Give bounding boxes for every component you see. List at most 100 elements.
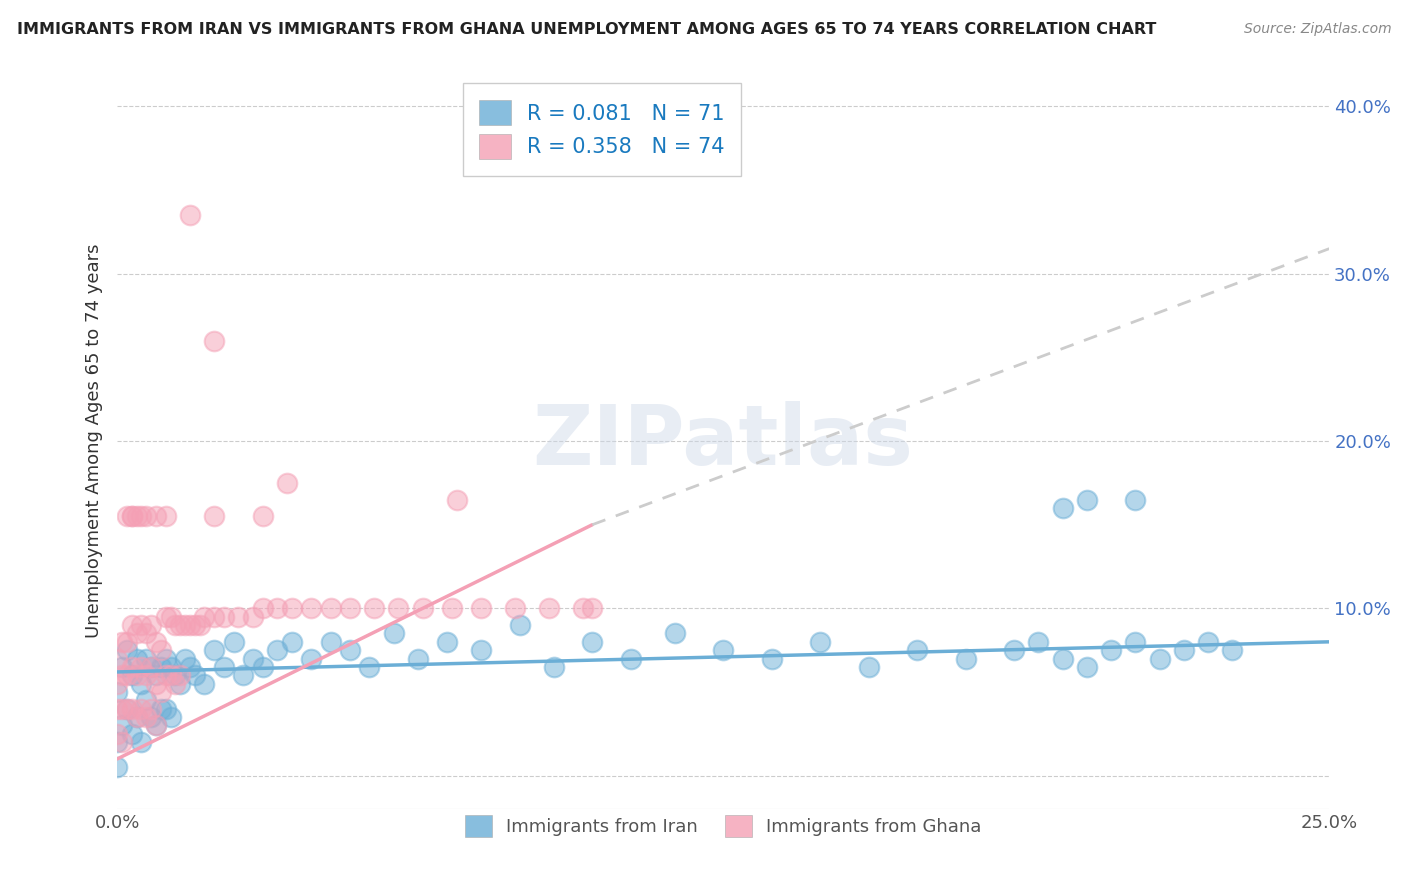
Point: [165, 676, 187, 690]
Point: [339, 601, 361, 615]
Point: [135, 509, 157, 524]
Point: [145, 718, 167, 732]
Point: [1076, 660, 1098, 674]
Point: [115, 509, 138, 524]
Point: [252, 660, 274, 674]
Point: [440, 601, 463, 615]
Point: [131, 509, 153, 524]
Point: [184, 618, 207, 632]
Text: ZIPatlas: ZIPatlas: [533, 401, 914, 482]
Point: [761, 651, 783, 665]
Point: [145, 509, 167, 524]
Point: [174, 618, 197, 632]
Point: [174, 651, 197, 665]
Point: [179, 660, 201, 674]
Point: [121, 702, 143, 716]
Point: [319, 635, 342, 649]
Point: [446, 492, 468, 507]
Point: [131, 676, 153, 690]
Point: [412, 601, 434, 615]
Point: [470, 601, 492, 615]
Point: [145, 668, 167, 682]
Point: [115, 635, 138, 649]
Point: [202, 643, 225, 657]
Point: [252, 601, 274, 615]
Point: [339, 643, 361, 657]
Point: [105, 735, 128, 749]
Point: [165, 618, 187, 632]
Point: [188, 618, 211, 632]
Point: [139, 660, 162, 674]
Point: [1052, 500, 1074, 515]
Point: [179, 618, 201, 632]
Point: [202, 334, 225, 348]
Point: [202, 509, 225, 524]
Point: [135, 693, 157, 707]
Point: [1028, 635, 1050, 649]
Point: [299, 601, 322, 615]
Point: [125, 710, 148, 724]
Point: [155, 651, 177, 665]
Point: [155, 668, 177, 682]
Point: [135, 651, 157, 665]
Point: [159, 609, 181, 624]
Text: Source: ZipAtlas.com: Source: ZipAtlas.com: [1244, 22, 1392, 37]
Point: [387, 601, 409, 615]
Point: [125, 626, 148, 640]
Point: [131, 735, 153, 749]
Point: [149, 643, 172, 657]
Point: [111, 635, 134, 649]
Point: [169, 668, 191, 682]
Point: [905, 643, 928, 657]
Point: [121, 668, 143, 682]
Legend: Immigrants from Iran, Immigrants from Ghana: Immigrants from Iran, Immigrants from Gh…: [457, 808, 988, 845]
Point: [232, 668, 254, 682]
Point: [139, 660, 162, 674]
Point: [808, 635, 831, 649]
Point: [155, 609, 177, 624]
Point: [242, 609, 264, 624]
Point: [105, 727, 128, 741]
Point: [131, 660, 153, 674]
Point: [115, 702, 138, 716]
Point: [125, 651, 148, 665]
Point: [159, 668, 181, 682]
Point: [159, 710, 181, 724]
Point: [105, 760, 128, 774]
Point: [581, 601, 603, 615]
Point: [111, 668, 134, 682]
Point: [858, 660, 880, 674]
Point: [266, 643, 288, 657]
Point: [1123, 635, 1146, 649]
Point: [179, 208, 201, 222]
Point: [193, 609, 215, 624]
Point: [711, 643, 734, 657]
Point: [125, 710, 148, 724]
Point: [111, 702, 134, 716]
Point: [1220, 643, 1243, 657]
Point: [169, 676, 191, 690]
Point: [193, 676, 215, 690]
Point: [382, 626, 405, 640]
Point: [139, 702, 162, 716]
Point: [145, 718, 167, 732]
Point: [159, 660, 181, 674]
Point: [1123, 492, 1146, 507]
Point: [135, 626, 157, 640]
Point: [169, 618, 191, 632]
Point: [509, 618, 531, 632]
Point: [543, 660, 565, 674]
Point: [319, 601, 342, 615]
Point: [470, 643, 492, 657]
Point: [121, 660, 143, 674]
Point: [121, 618, 143, 632]
Point: [125, 509, 148, 524]
Point: [212, 609, 235, 624]
Point: [581, 635, 603, 649]
Point: [537, 601, 560, 615]
Point: [1002, 643, 1025, 657]
Point: [184, 668, 207, 682]
Point: [111, 718, 134, 732]
Point: [436, 635, 458, 649]
Point: [111, 735, 134, 749]
